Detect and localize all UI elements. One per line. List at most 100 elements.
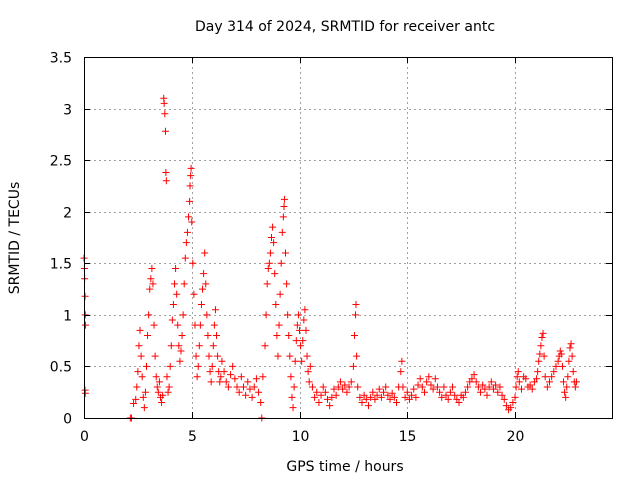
data-point [147, 275, 155, 283]
data-point [481, 385, 489, 393]
data-point [149, 280, 157, 288]
data-point [535, 357, 543, 365]
data-point [330, 385, 338, 393]
data-point [189, 259, 197, 267]
data-point [145, 311, 153, 319]
data-point [360, 391, 368, 399]
data-point [181, 254, 189, 262]
data-point [271, 270, 279, 278]
data-point [188, 218, 196, 226]
data-point [286, 352, 294, 360]
data-point [410, 385, 418, 393]
data-point [171, 280, 179, 288]
data-point [496, 383, 504, 391]
data-point [568, 352, 576, 360]
data-point [299, 337, 307, 345]
data-point [380, 388, 388, 396]
data-point [349, 362, 357, 370]
data-point [528, 385, 536, 393]
data-point [483, 391, 491, 399]
data-point [418, 383, 426, 391]
data-point [152, 373, 160, 381]
data-point [138, 373, 146, 381]
data-point [233, 383, 241, 391]
data-point [494, 388, 502, 396]
y-tick-label: 1.5 [50, 257, 72, 273]
data-point [283, 280, 291, 288]
data-point [158, 399, 166, 407]
data-point [464, 383, 472, 391]
data-point [217, 373, 225, 381]
data-point [130, 400, 138, 408]
data-point [280, 203, 288, 211]
data-point [537, 342, 545, 350]
data-point [412, 393, 420, 401]
data-point [289, 404, 297, 412]
data-point [222, 378, 230, 386]
data-point [550, 368, 558, 376]
x-tick-label: 0 [80, 429, 89, 445]
data-point [328, 393, 336, 401]
data-point [534, 368, 542, 376]
data-point [304, 368, 312, 376]
data-point [163, 373, 171, 381]
data-point [161, 110, 169, 118]
data-point [146, 285, 154, 293]
data-point [273, 331, 281, 339]
x-axis-label: GPS time / hours [286, 459, 403, 475]
y-tick-label: 0 [63, 412, 72, 428]
data-point [279, 213, 287, 221]
data-point [502, 402, 510, 410]
data-point [301, 306, 309, 314]
data-point [151, 352, 159, 360]
x-tick-label: 20 [507, 429, 525, 445]
data-point [512, 383, 520, 391]
data-point [313, 388, 321, 396]
data-point [81, 389, 89, 397]
data-point [326, 402, 334, 410]
data-point [560, 378, 568, 386]
data-point [134, 368, 142, 376]
data-point [487, 378, 495, 386]
data-point [168, 316, 176, 324]
data-point [266, 249, 274, 257]
data-point [353, 352, 361, 360]
data-point [347, 378, 355, 386]
data-point [292, 337, 300, 345]
data-point [159, 391, 167, 399]
data-point [515, 378, 523, 386]
data-point [461, 388, 469, 396]
data-point [384, 391, 392, 399]
data-point [220, 368, 228, 376]
data-point [421, 388, 429, 396]
data-point [373, 391, 381, 399]
data-point [250, 383, 258, 391]
data-point [284, 311, 292, 319]
data-point [403, 388, 411, 396]
data-point [375, 385, 383, 393]
data-point [321, 388, 329, 396]
data-point [332, 391, 340, 399]
data-point [388, 389, 396, 397]
data-point [153, 383, 161, 391]
x-axis: 0 5 10 15 20 [80, 57, 524, 445]
data-point [352, 311, 360, 319]
data-point [190, 290, 198, 298]
data-point [275, 321, 283, 329]
data-point [561, 388, 569, 396]
data-point [296, 326, 304, 334]
data-point [414, 381, 422, 389]
data-point [540, 352, 548, 360]
data-point [255, 388, 263, 396]
grid-lines [84, 57, 612, 418]
data-point [155, 378, 163, 386]
data-point [429, 385, 437, 393]
data-point [259, 373, 267, 381]
data-point [302, 326, 310, 334]
data-point [297, 342, 305, 350]
data-point [569, 368, 577, 376]
data-point [174, 321, 182, 329]
data-point [459, 393, 467, 401]
data-point [132, 395, 140, 403]
data-point [82, 321, 90, 329]
